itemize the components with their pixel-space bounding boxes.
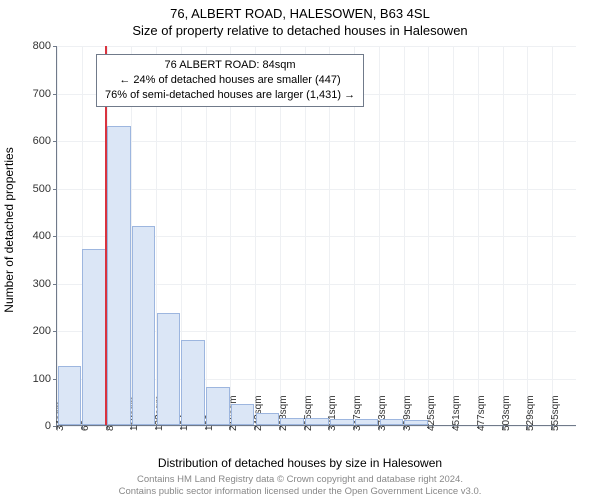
histogram-bar [355,419,379,425]
gridline-v [478,46,479,425]
histogram-bar [82,249,106,425]
chart: 010020030040050060070080034sqm60sqm86sqm… [56,46,576,426]
footer-line2: Contains public sector information licen… [0,486,600,498]
x-tick-label: 451sqm [451,395,462,431]
histogram-bar [181,340,205,426]
y-axis-label: Number of detached properties [2,147,16,312]
gridline-v [453,46,454,425]
histogram-bar [231,404,255,425]
gridline-v [503,46,504,425]
histogram-bar [58,366,82,425]
x-tick-label: 321sqm [327,395,338,431]
y-tick-label: 500 [33,183,57,195]
x-tick-label: 399sqm [402,395,413,431]
x-tick-label: 373sqm [377,395,388,431]
histogram-bar [280,418,304,425]
y-tick-label: 700 [33,88,57,100]
y-tick-label: 200 [33,325,57,337]
gridline-h [57,141,576,142]
y-tick-label: 100 [33,373,57,385]
histogram-bar [330,419,354,425]
histogram-bar [380,419,404,425]
x-tick-label: 295sqm [303,395,314,431]
footer: Contains HM Land Registry data © Crown c… [0,474,600,498]
gridline-h [57,189,576,190]
x-tick-label: 347sqm [352,395,363,431]
x-tick-label: 477sqm [476,395,487,431]
annotation-line2: ← 24% of detached houses are smaller (44… [105,73,355,88]
gridline-v [527,46,528,425]
y-tick-label: 400 [33,230,57,242]
x-axis-label: Distribution of detached houses by size … [0,456,600,470]
y-tick-label: 300 [33,278,57,290]
histogram-bar [206,387,230,425]
annotation-box: 76 ALBERT ROAD: 84sqm ← 24% of detached … [96,54,364,107]
histogram-bar [256,413,280,425]
gridline-h [57,46,576,47]
gridline-v [379,46,380,425]
y-tick-label: 800 [33,40,57,52]
histogram-bar [107,126,131,425]
histogram-bar [157,313,181,425]
gridline-v [428,46,429,425]
x-tick-label: 529sqm [525,395,536,431]
title-line1: 76, ALBERT ROAD, HALESOWEN, B63 4SL [0,6,600,21]
title-block: 76, ALBERT ROAD, HALESOWEN, B63 4SL Size… [0,0,600,38]
x-tick-label: 503sqm [501,395,512,431]
y-tick-label: 600 [33,135,57,147]
histogram-bar [132,226,156,426]
x-tick-label: 425sqm [426,395,437,431]
histogram-bar [305,418,329,425]
gridline-v [552,46,553,425]
annotation-line3: 76% of semi-detached houses are larger (… [105,88,355,103]
histogram-bar [404,420,428,425]
title-line2: Size of property relative to detached ho… [0,23,600,38]
x-tick-label: 268sqm [278,395,289,431]
footer-line1: Contains HM Land Registry data © Crown c… [0,474,600,486]
x-tick-label: 555sqm [550,395,561,431]
gridline-v [404,46,405,425]
annotation-line1: 76 ALBERT ROAD: 84sqm [105,58,355,73]
